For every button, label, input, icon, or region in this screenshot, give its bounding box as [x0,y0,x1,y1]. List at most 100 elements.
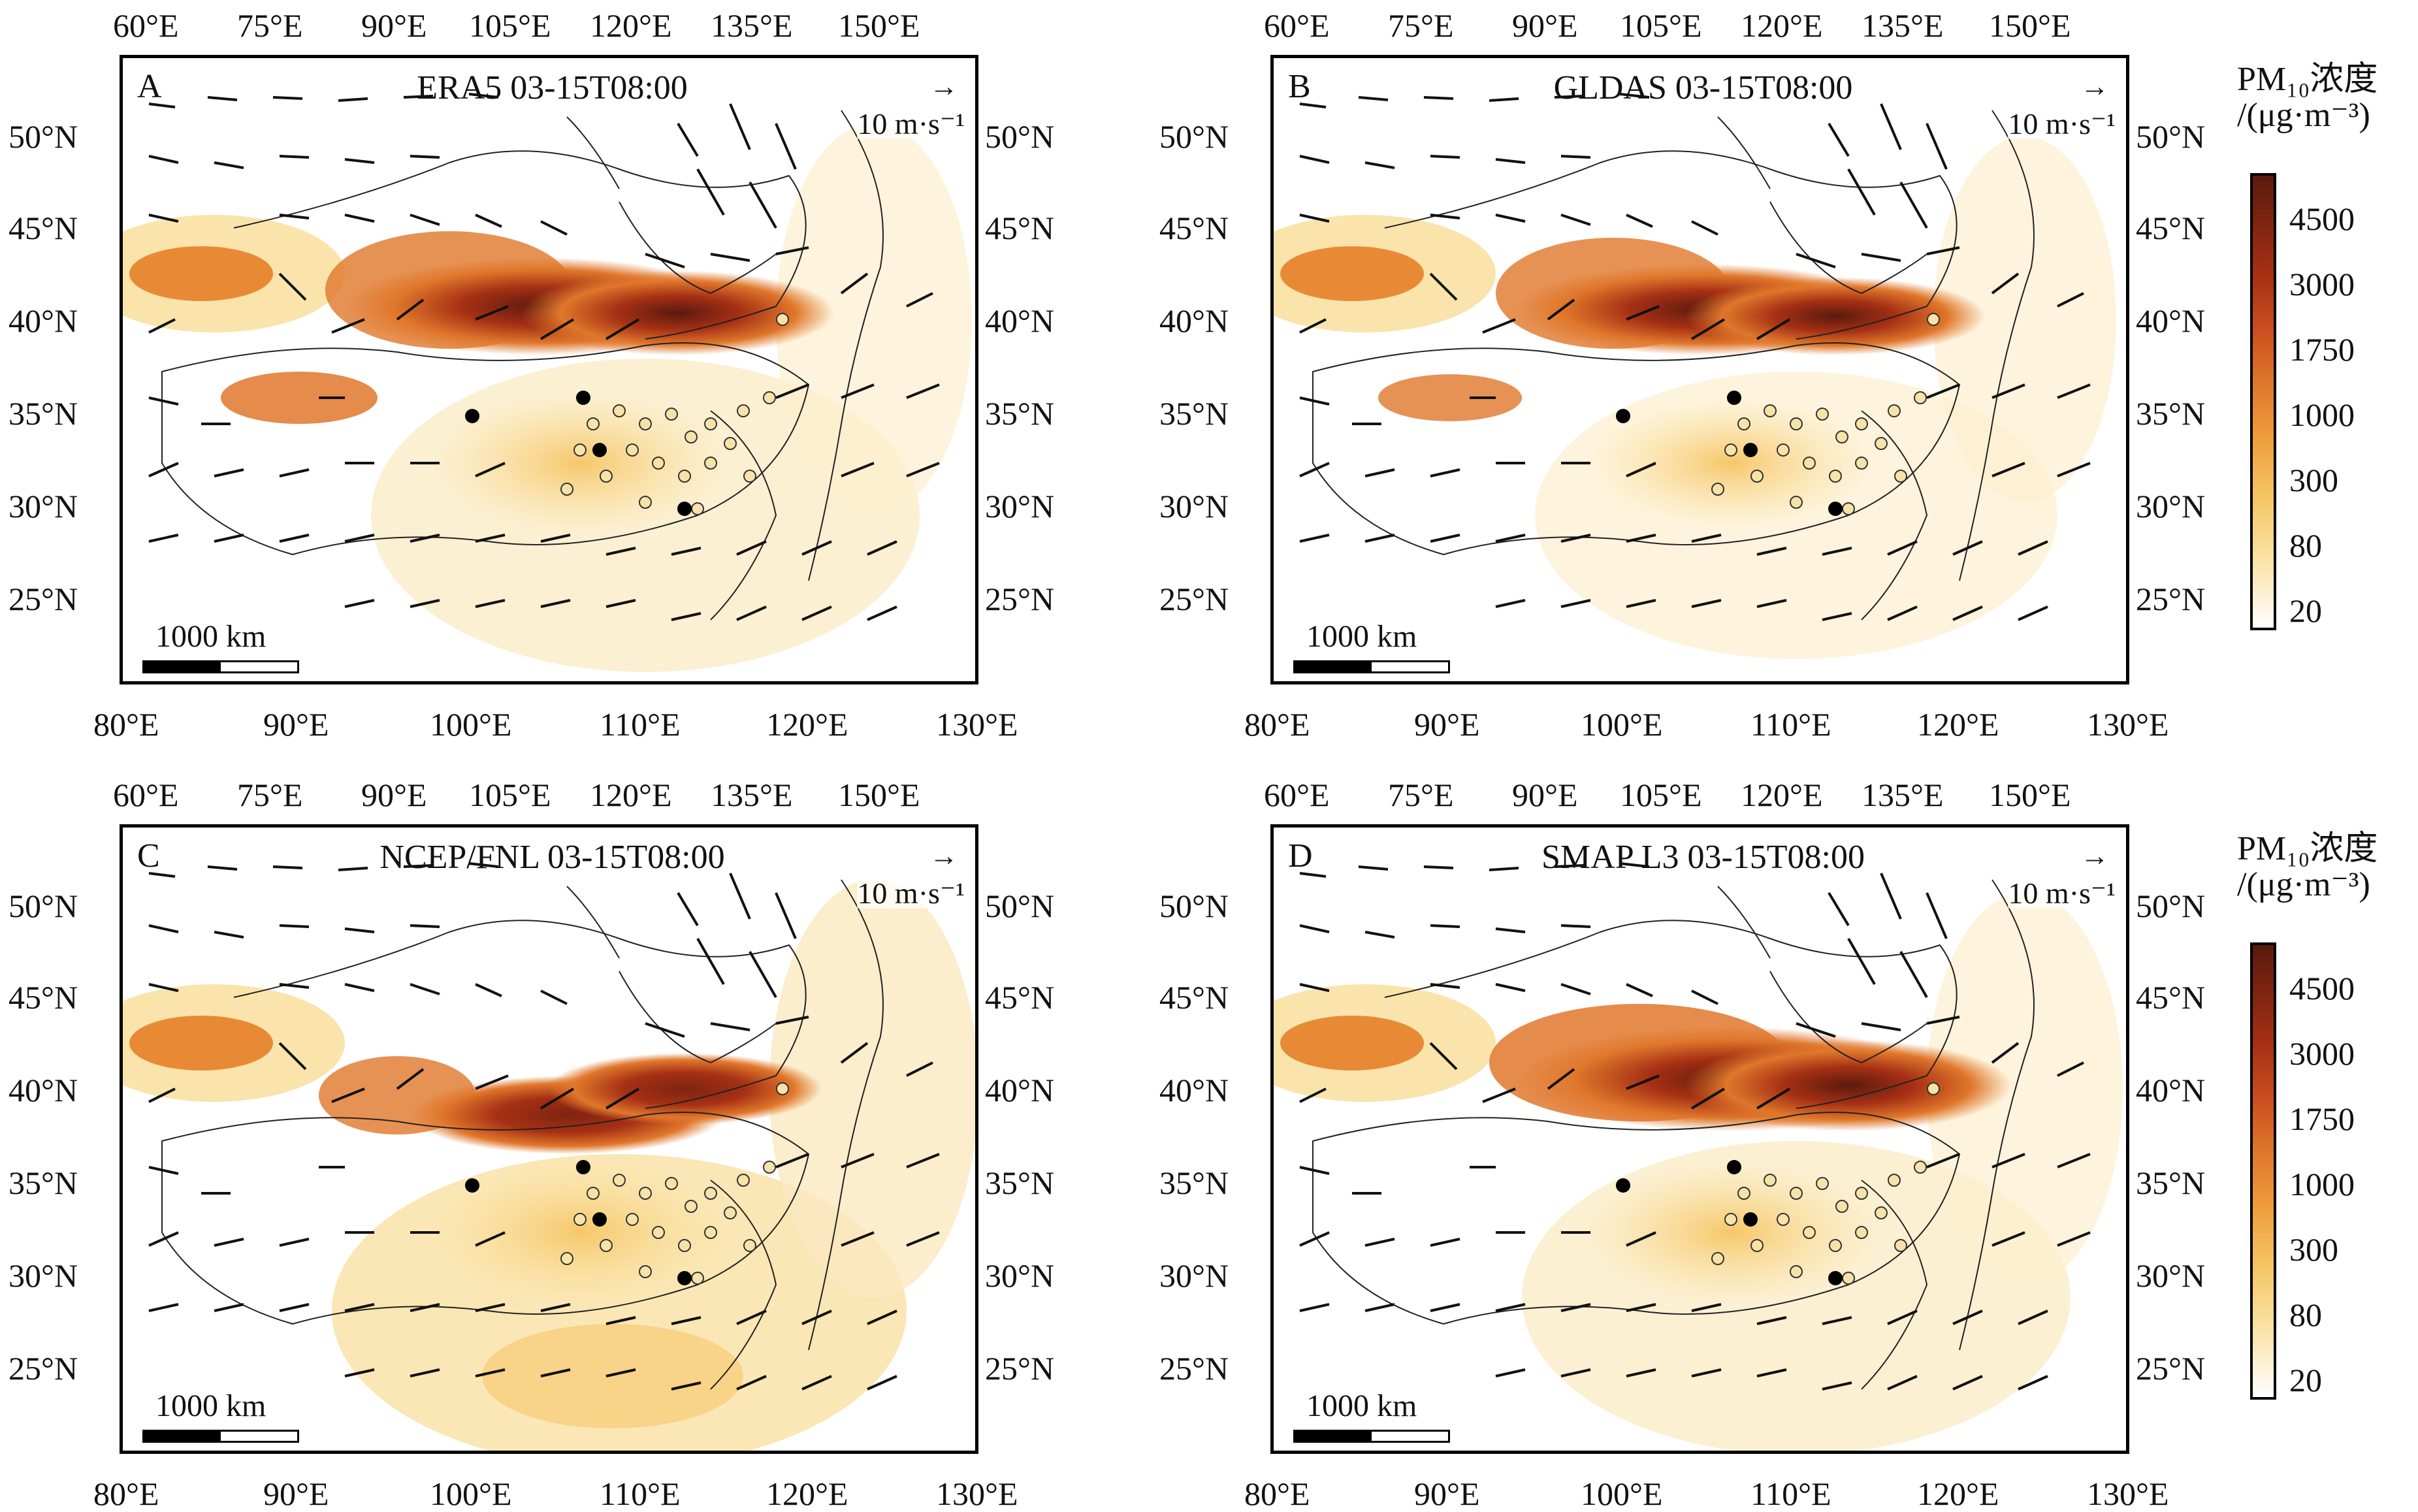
top-lon-tick: 90°E [361,777,427,813]
lat-tick: 50°N [1159,888,1229,924]
lat-tick: 35°N [1159,395,1229,432]
lat-tick: 40°N [8,1072,78,1108]
top-lon-tick: 60°E [1264,7,1330,44]
reference-wind-label: 10 m·s⁻¹ [857,107,965,140]
map-area: A ERA5 03-15T08:00 → 10 m·s⁻¹ 1000 km [120,55,978,684]
top-lon-tick: 75°E [1388,7,1454,44]
scale-bar [142,1430,299,1443]
bottom-lon-tick: 130°E [936,1475,1018,1512]
bottom-lon-tick: 100°E [430,706,512,743]
lat-tick: 50°N [2136,118,2206,155]
bottom-lon-tick: 130°E [2087,1475,2169,1512]
lat-tick: 40°N [8,302,78,339]
bottom-lon-tick: 120°E [766,706,848,743]
scale-bar [1293,660,1450,673]
legend-title-line2: /(μg·m⁻³) [2237,865,2370,903]
bottom-lon-tick: 120°E [1917,706,1999,743]
lat-tick: 50°N [985,118,1055,155]
lat-tick: 30°N [1159,1257,1229,1294]
top-lon-tick: 135°E [1862,777,1944,813]
legend-level: 3000 [2289,266,2355,302]
scale-label: 1000 km [1306,1389,1417,1423]
lat-tick: 35°N [2136,395,2206,432]
lat-tick: 30°N [8,488,78,524]
lat-tick: 35°N [8,395,78,432]
legend-level: 1000 [2289,1166,2355,1202]
lat-tick: 30°N [985,1257,1055,1294]
wind-vectors [148,862,940,1391]
lat-tick: 25°N [985,1350,1055,1387]
reference-arrow-icon: → [929,71,958,103]
wind-vectors [1299,862,2091,1391]
legend-title-line1: PM₁₀浓度 [2237,830,2378,867]
monitoring-stations [560,313,789,515]
legend-level: 1000 [2289,396,2355,433]
top-lon-tick: 105°E [469,777,551,813]
lat-tick: 45°N [985,979,1055,1016]
reference-wind-label: 10 m·s⁻¹ [2008,877,2116,910]
top-lon-tick: 60°E [1264,777,1330,813]
legend-bottom: PM₁₀浓度 /(μg·m⁻³) 4500 3000 1750 1000 300… [2237,831,2413,1419]
top-lon-tick: 75°E [237,7,303,44]
wind-vectors [148,93,940,621]
top-lon-tick: 105°E [469,7,551,44]
legend-level: 20 [2289,1362,2322,1398]
top-lon-tick: 150°E [838,777,920,813]
bottom-lon-tick: 80°E [1244,1475,1310,1512]
lat-tick: 25°N [1159,581,1229,617]
legend-colorbar [2250,173,2276,630]
legend-level: 1750 [2289,1101,2355,1137]
legend-colorbar [2250,942,2276,1400]
lat-tick: 25°N [1159,1350,1229,1387]
lat-tick: 30°N [1159,488,1229,524]
reference-wind-label: 10 m·s⁻¹ [2008,107,2116,140]
scale-bar [142,660,299,673]
lat-tick: 45°N [1159,979,1229,1016]
top-lon-tick: 150°E [1989,777,2071,813]
reference-wind-label: 10 m·s⁻¹ [857,877,965,910]
lat-tick: 35°N [985,1165,1055,1201]
bottom-lon-tick: 80°E [93,706,159,743]
top-lon-tick: 105°E [1620,777,1702,813]
monitoring-stations [1711,313,1940,515]
panel-title: ERA5 03-15T08:00 [417,69,688,106]
lat-tick: 25°N [8,581,78,617]
lat-tick: 25°N [8,1350,78,1387]
lat-tick: 45°N [8,979,78,1016]
lat-tick: 50°N [985,888,1055,924]
lat-tick: 50°N [8,118,78,155]
bottom-lon-tick: 110°E [1750,1475,1831,1512]
lat-tick: 40°N [985,302,1055,339]
panel-title: NCEP/FNL 03-15T08:00 [379,839,725,876]
lat-tick: 50°N [1159,118,1229,155]
legend-level: 300 [2289,462,2338,498]
bottom-lon-tick: 110°E [600,1475,681,1512]
lat-tick: 30°N [2136,1257,2206,1294]
map-area: B GLDAS 03-15T08:00 → 10 m·s⁻¹ 1000 km [1270,55,2129,684]
wind-vectors [1299,93,2091,621]
legend-top: PM₁₀浓度 /(μg·m⁻³) 4500 3000 1750 1000 300… [2237,61,2413,650]
reference-arrow-icon: → [2080,840,2109,872]
bottom-lon-tick: 110°E [600,706,681,743]
reference-arrow-icon: → [2080,71,2109,103]
legend-title-line2: /(μg·m⁻³) [2237,96,2370,134]
bottom-lon-tick: 120°E [1917,1475,1999,1512]
monitoring-stations [1711,1082,1940,1285]
top-lon-tick: 60°E [113,7,179,44]
panel-letter: B [1288,68,1311,105]
key-stations [465,391,692,516]
scale-label: 1000 km [1306,619,1417,654]
panel-letter: D [1288,837,1313,875]
bottom-lon-tick: 90°E [1414,706,1480,743]
lat-tick: 45°N [985,210,1055,246]
bottom-lon-tick: 130°E [936,706,1018,743]
panel-letter: C [137,837,160,875]
legend-level: 20 [2289,592,2322,629]
lat-tick: 40°N [985,1072,1055,1108]
map-layer [1274,862,2123,1451]
top-lon-tick: 90°E [361,7,427,44]
lat-tick: 40°N [1159,1072,1229,1108]
bottom-lon-tick: 100°E [1581,706,1663,743]
top-lon-tick: 120°E [1741,777,1823,813]
lat-tick: 35°N [8,1165,78,1201]
